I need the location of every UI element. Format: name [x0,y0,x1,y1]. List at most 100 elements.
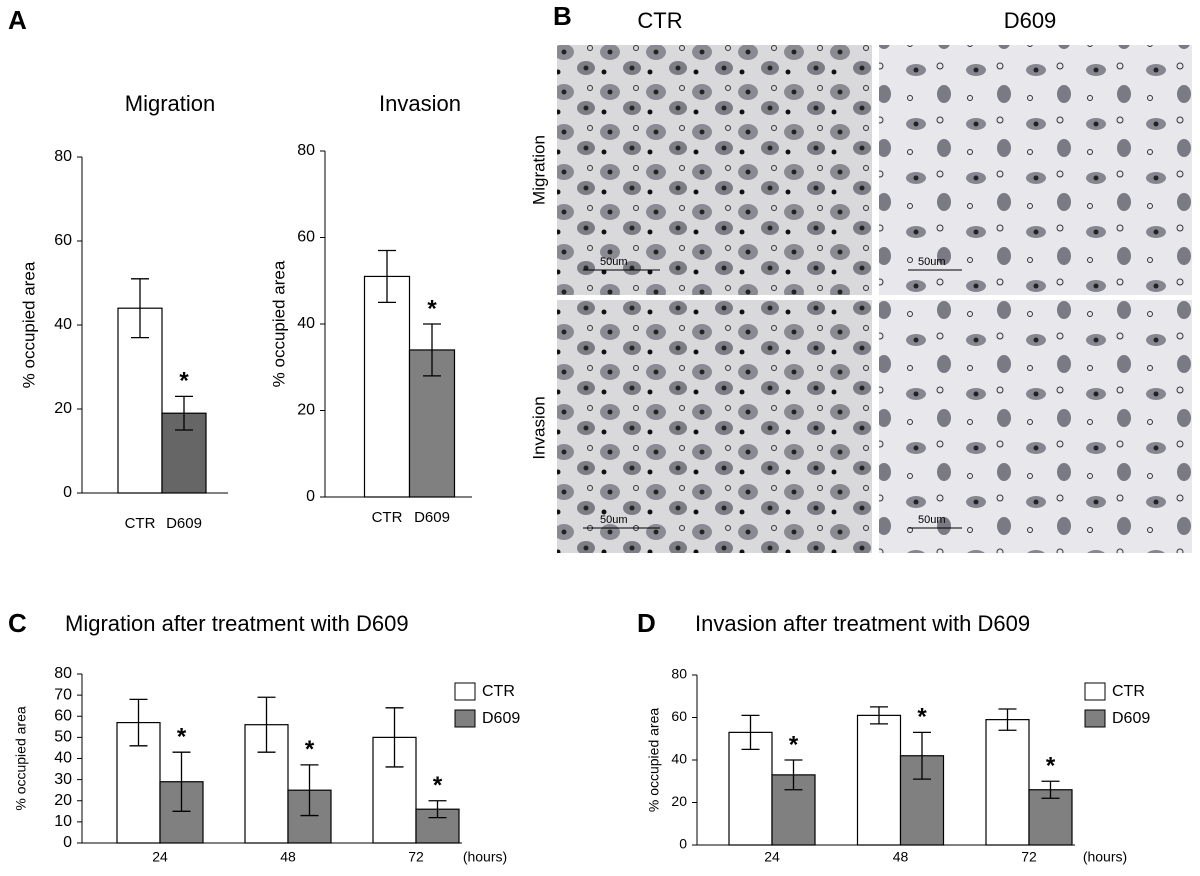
legend-swatch [1084,709,1106,728]
error-bar [1041,780,1060,799]
scale-bar-label: 50um [918,256,946,268]
significance-mark: * [179,368,189,395]
legend-label: CTR [1112,683,1145,700]
y-tick-label: 20 [54,792,72,809]
y-tick-label: 40 [54,750,72,767]
legend-label: D609 [482,710,520,727]
x-tick-label: 72 [1021,849,1037,865]
legend-swatch [454,682,476,701]
y-tick-label: 60 [297,229,315,246]
x-tick-label: CTR [125,515,156,532]
x-tick-label: D609 [166,515,202,532]
scale-bar-label: 50um [918,514,946,526]
legend-label: D609 [1112,710,1150,727]
panel-letter: C [8,608,27,638]
significance-mark: * [177,724,187,751]
significance-mark: * [433,772,443,799]
error-bar [913,731,931,780]
x-tick-label: 48 [280,849,296,865]
bar [728,731,773,846]
error-bar [741,714,760,751]
x-tick-label: 72 [408,849,424,865]
error-bar [385,707,404,768]
bar [856,714,902,846]
error-bar [300,764,319,817]
x-tick-label: 48 [893,849,909,865]
x-tick-label: 24 [764,849,780,865]
significance-mark: * [917,704,927,731]
micrograph [879,45,1192,295]
y-tick-label: 30 [54,771,72,788]
panel-letter: B [553,1,572,31]
legend-swatch [454,709,476,728]
chart-title: Migration after treatment with D609 [65,611,409,636]
chart-title: Migration [125,91,215,116]
y-tick-label: 0 [63,484,72,501]
y-axis-label: % occupied area [19,261,38,388]
y-tick-label: 0 [679,836,687,852]
y-tick-label: 60 [671,708,687,724]
error-bar [172,751,191,812]
x-tick-label: 24 [152,849,168,865]
bar [1028,789,1073,846]
y-tick-label: 40 [54,316,72,333]
x-tick-label: CTR [372,509,403,526]
y-tick-label: 80 [54,148,72,165]
y-tick-label: 40 [297,315,315,332]
micrograph [879,300,1192,553]
panel-letter: A [8,5,27,35]
y-tick-label: 20 [54,400,72,417]
y-tick-label: 80 [297,142,315,159]
y-tick-label: 40 [671,751,687,767]
error-bar [784,759,803,791]
error-bar [998,708,1017,731]
y-axis-label: % occupied area [269,260,288,387]
y-tick-label: 10 [54,813,72,830]
error-bar [423,323,441,377]
micrograph-panel: CTR D609 Migration Invasion 50um 50um 50… [529,8,1192,553]
significance-mark: * [305,736,315,763]
error-bar [870,706,888,725]
bar [363,275,411,498]
significance-mark: * [1046,753,1056,780]
y-tick-label: 80 [671,666,687,682]
micrograph [557,45,872,295]
y-tick-label: 70 [54,686,72,703]
error-bar [257,696,276,753]
y-tick-label: 80 [54,665,72,682]
error-bar [175,395,193,431]
chart-title: Invasion after treatment with D609 [695,611,1030,636]
legend-swatch [1084,682,1106,701]
y-tick-label: 60 [54,232,72,249]
scale-bar-label: 50um [600,514,628,526]
y-tick-label: 20 [671,793,687,809]
error-bar [378,249,396,304]
y-tick-label: 0 [306,488,315,505]
y-tick-label: 0 [63,834,72,851]
column-header: CTR [637,8,682,33]
micrograph [557,300,872,553]
y-axis-label: % occupied area [13,706,29,811]
chart-title: Invasion [379,91,461,116]
y-tick-label: 50 [54,729,72,746]
legend-label: CTR [482,683,515,700]
significance-mark: * [427,295,437,322]
row-label: Invasion [529,396,548,459]
x-tick-label: D609 [414,509,450,526]
x-axis-label: (hours) [463,849,507,865]
significance-mark: * [789,731,799,758]
scale-bars: 50um 50um 50um 50um [583,256,962,529]
error-bar [131,278,149,339]
error-bar [428,800,447,819]
bar [985,719,1030,846]
y-tick-label: 20 [297,402,315,419]
panel-letter: D [637,608,656,638]
column-header: D609 [1004,8,1057,33]
error-bar [129,698,148,747]
y-tick-label: 60 [54,707,72,724]
row-label: Migration [529,135,548,205]
y-axis-label: % occupied area [646,708,662,813]
x-axis-label: (hours) [1083,849,1127,865]
scale-bar-label: 50um [600,256,628,268]
